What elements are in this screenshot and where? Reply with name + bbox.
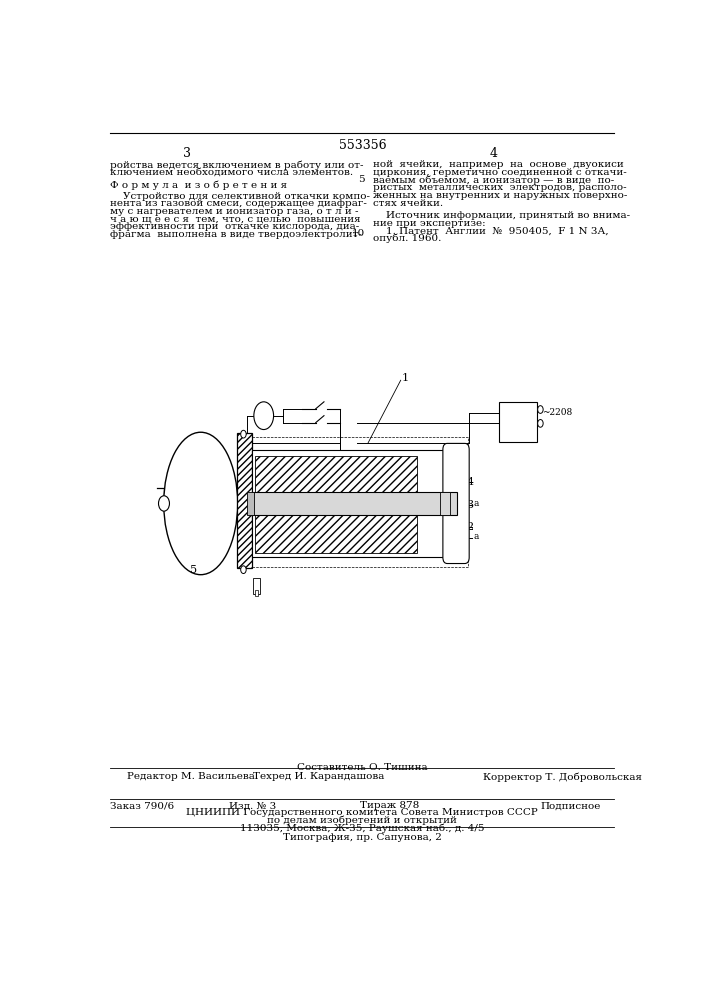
Text: циркония, герметично соединенной с откачи-: циркония, герметично соединенной с откач… (373, 168, 627, 177)
Circle shape (254, 402, 274, 430)
Text: 553356: 553356 (339, 139, 386, 152)
Text: a: a (473, 532, 479, 541)
Bar (499, 402, 537, 442)
Text: Подписное: Подписное (540, 801, 601, 810)
Bar (238, 433, 252, 568)
Text: опубл. 1960.: опубл. 1960. (373, 234, 442, 243)
Bar (253, 578, 260, 594)
Circle shape (240, 430, 246, 438)
Text: Устройство для селективной откачки компо-: Устройство для селективной откачки компо… (110, 192, 370, 201)
Text: 5: 5 (358, 175, 365, 184)
Text: ~2208: ~2208 (542, 408, 572, 417)
Bar (252, 505, 457, 557)
Bar (252, 437, 468, 567)
Text: 4: 4 (490, 147, 498, 160)
Bar (440, 492, 450, 515)
Text: 5: 5 (190, 565, 197, 575)
Bar (255, 513, 417, 553)
Text: 4: 4 (467, 477, 474, 487)
Circle shape (158, 496, 170, 511)
Circle shape (538, 406, 543, 413)
Text: эффективности при  откачке кислорода, диа-: эффективности при откачке кислорода, диа… (110, 222, 360, 231)
Ellipse shape (164, 432, 238, 575)
Text: 113035, Москва, Ж-35, Раушская наб., д. 4/5: 113035, Москва, Ж-35, Раушская наб., д. … (240, 823, 484, 833)
Text: ваемым объемом, а ионизатор — в виде  по-: ваемым объемом, а ионизатор — в виде по- (373, 175, 614, 185)
Text: ние при экспертизе:: ние при экспертизе: (373, 219, 486, 228)
Text: 1. Патент  Англии  №  950405,  F 1 N 3А,: 1. Патент Англии № 950405, F 1 N 3А, (373, 226, 609, 235)
Text: Корректор Т. Добровольская: Корректор Т. Добровольская (483, 772, 642, 782)
Text: му с нагревателем и ионизатор газа, о т л и -: му с нагревателем и ионизатор газа, о т … (110, 207, 358, 216)
Text: стях ячейки.: стях ячейки. (373, 199, 443, 208)
Text: ной  ячейки,  например  на  основе  двуокиси: ной ячейки, например на основе двуокиси (373, 160, 624, 169)
Text: ч а ю щ е е с я  тем, что, с целью  повышения: ч а ю щ е е с я тем, что, с целью повыше… (110, 215, 361, 224)
Bar (255, 590, 258, 596)
Text: 10: 10 (352, 229, 365, 238)
Bar (247, 492, 254, 515)
Text: Источник информации, принятый во внима-: Источник информации, принятый во внима- (373, 211, 631, 220)
Text: фрагма  выполнена в виде твердоэлектролит-: фрагма выполнена в виде твердоэлектролит… (110, 230, 362, 239)
Bar (252, 492, 457, 515)
Text: 3: 3 (183, 147, 191, 160)
Text: женных на внутренних и наружных поверхно-: женных на внутренних и наружных поверхно… (373, 191, 628, 200)
Text: Типография, пр. Сапунова, 2: Типография, пр. Сапунова, 2 (283, 833, 442, 842)
Text: Редактор М. Васильева: Редактор М. Васильева (127, 772, 255, 781)
Text: Тираж 878: Тираж 878 (360, 801, 419, 810)
Text: Составитель О. Тишина: Составитель О. Тишина (297, 763, 428, 772)
Text: a: a (473, 499, 479, 508)
Text: Изд. № 3: Изд. № 3 (229, 801, 276, 810)
Circle shape (240, 566, 246, 574)
Text: 2: 2 (467, 522, 474, 532)
Text: 6: 6 (515, 415, 522, 425)
Text: 1: 1 (402, 373, 409, 383)
Text: Заказ 790/6: Заказ 790/6 (110, 801, 175, 810)
Text: ристых  металлических  электродов, располо-: ристых металлических электродов, располо… (373, 183, 627, 192)
FancyBboxPatch shape (443, 443, 469, 564)
Text: ЦНИИПИ Государственного комитета Совета Министров СССР: ЦНИИПИ Государственного комитета Совета … (187, 808, 538, 817)
Bar (252, 450, 457, 503)
Bar (255, 456, 417, 496)
Text: по делам изобретений и открытий: по делам изобретений и открытий (267, 815, 457, 825)
Text: 3: 3 (467, 500, 474, 510)
Text: ключением необходимого числа элементов.: ключением необходимого числа элементов. (110, 168, 354, 177)
Text: нента из газовой смеси, содержащее диафраг-: нента из газовой смеси, содержащее диафр… (110, 199, 367, 208)
Circle shape (538, 420, 543, 427)
Text: Техред И. Карандашова: Техред И. Карандашова (253, 772, 384, 781)
Text: ройства ведется включением в работу или от-: ройства ведется включением в работу или … (110, 160, 364, 170)
Text: Ф о р м у л а  и з о б р е т е н и я: Ф о р м у л а и з о б р е т е н и я (110, 180, 288, 190)
